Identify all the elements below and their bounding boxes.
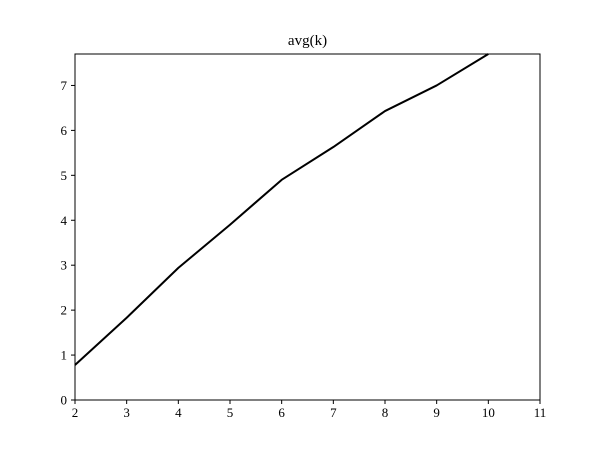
x-tick-label: 2 — [72, 405, 79, 420]
y-tick-label: 7 — [61, 78, 68, 93]
series-line — [74, 53, 489, 366]
x-tick-label: 3 — [123, 405, 130, 420]
y-tick-label: 4 — [61, 213, 68, 228]
y-tick-label: 2 — [61, 303, 68, 318]
y-tick-label: 6 — [61, 123, 68, 138]
x-tick-label: 7 — [330, 405, 337, 420]
x-tick-label: 11 — [534, 405, 547, 420]
x-tick-label: 10 — [482, 405, 495, 420]
y-axis: 0 1 2 3 4 5 6 7 — [61, 78, 75, 408]
y-tick-label: 3 — [61, 258, 68, 273]
y-tick-label: 5 — [61, 168, 68, 183]
x-tick-label: 5 — [227, 405, 234, 420]
x-tick-label: 6 — [278, 405, 285, 420]
x-tick-label: 4 — [175, 405, 182, 420]
plot-area — [74, 53, 489, 366]
y-tick-label: 1 — [61, 348, 68, 363]
chart-title: avg(k) — [288, 33, 327, 49]
axes-frame — [74, 53, 541, 401]
x-axis: 2 3 4 5 6 7 8 9 10 11 — [72, 400, 547, 420]
x-tick-label: 8 — [382, 405, 389, 420]
x-tick-label: 9 — [433, 405, 440, 420]
y-tick-label: 0 — [61, 393, 68, 408]
